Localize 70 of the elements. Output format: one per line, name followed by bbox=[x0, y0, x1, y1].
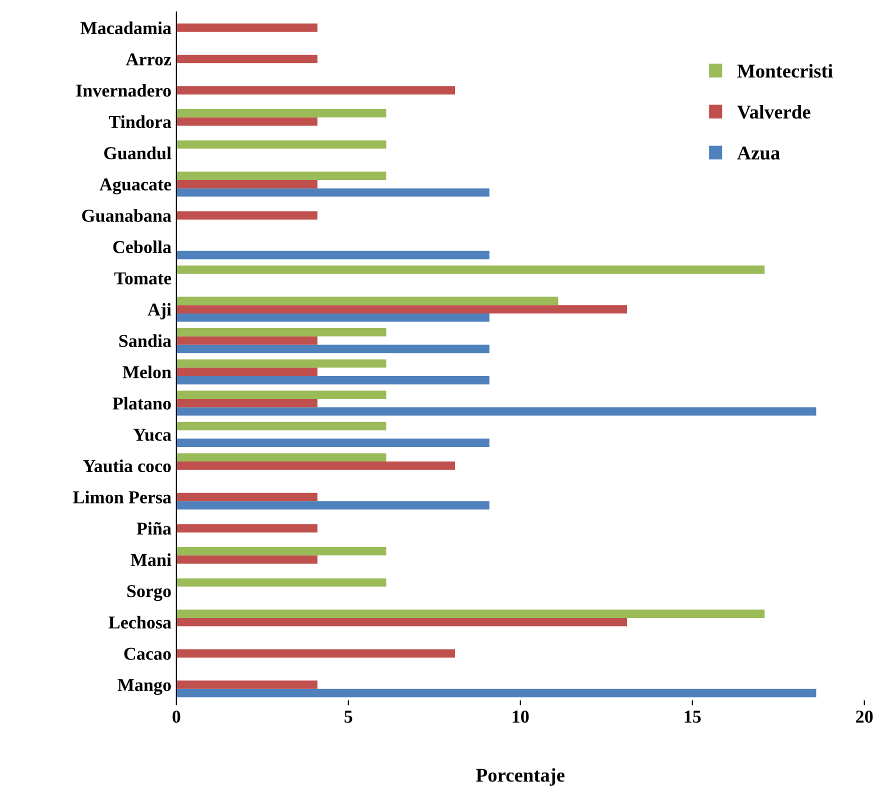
y-tick-label: Aguacate bbox=[100, 178, 172, 194]
y-tick-label: Sandia bbox=[119, 334, 172, 348]
y-tick-label: Limon Persa bbox=[73, 490, 172, 504]
y-tick-label: Cebolla bbox=[113, 240, 172, 254]
y-tick-label: Sorgo bbox=[127, 585, 171, 602]
x-tick-label: 15 bbox=[684, 710, 701, 723]
bar bbox=[176, 547, 386, 556]
bar bbox=[176, 172, 386, 180]
bar bbox=[176, 188, 490, 197]
y-tick-label: Mani bbox=[130, 553, 172, 566]
bar bbox=[176, 336, 318, 345]
y-tick-label: Tindora bbox=[108, 115, 172, 128]
bar bbox=[176, 140, 386, 149]
bar bbox=[176, 368, 318, 376]
bar bbox=[176, 578, 386, 587]
bar bbox=[176, 24, 318, 32]
x-tick-label: 5 bbox=[344, 710, 352, 723]
y-tick-label: Guanabana bbox=[82, 209, 172, 222]
bar bbox=[176, 462, 456, 470]
bar bbox=[176, 407, 816, 416]
bar bbox=[176, 422, 386, 430]
bar bbox=[176, 305, 628, 314]
bar bbox=[176, 180, 318, 188]
bar bbox=[176, 250, 490, 260]
y-tick-label: Platano bbox=[112, 396, 171, 410]
bar bbox=[176, 398, 318, 408]
y-tick-label: Yuca bbox=[133, 428, 172, 441]
y-tick-label: Piña bbox=[136, 522, 172, 535]
legend-label: Azua bbox=[737, 146, 780, 160]
bar bbox=[176, 313, 490, 322]
bar bbox=[176, 501, 490, 510]
bar bbox=[176, 680, 318, 689]
y-tick-label: Aji bbox=[148, 303, 172, 320]
bar bbox=[176, 438, 490, 447]
y-tick-label: Yautia coco bbox=[83, 459, 171, 472]
bar bbox=[176, 211, 318, 220]
x-tick-label: 10 bbox=[512, 710, 529, 723]
bar bbox=[176, 618, 628, 626]
y-tick-label: Invernadero bbox=[76, 84, 171, 97]
bar bbox=[176, 524, 318, 532]
y-tick-label: Cacao bbox=[124, 648, 171, 660]
bar bbox=[176, 390, 386, 399]
bar bbox=[176, 265, 765, 274]
bar bbox=[176, 555, 318, 564]
bar bbox=[176, 117, 318, 126]
legend-label: Valverde bbox=[737, 104, 810, 119]
bar bbox=[176, 109, 386, 118]
y-tick-label: Mango bbox=[118, 679, 171, 695]
y-tick-label: Tomate bbox=[114, 272, 172, 284]
x-axis-title: Porcentaje bbox=[476, 768, 565, 786]
x-tick-label: 0 bbox=[172, 710, 180, 723]
bar bbox=[176, 54, 318, 64]
bar bbox=[176, 610, 765, 618]
bar bbox=[176, 453, 386, 462]
bar bbox=[176, 328, 386, 336]
bar bbox=[176, 359, 386, 368]
y-tick-label: Arroz bbox=[126, 53, 172, 66]
legend-label: Montecristi bbox=[737, 64, 833, 78]
bar bbox=[176, 376, 490, 384]
x-tick-label: 20 bbox=[856, 710, 873, 723]
bar bbox=[176, 86, 456, 94]
bar bbox=[176, 649, 456, 658]
bar bbox=[176, 492, 318, 502]
y-tick-label: Guandul bbox=[104, 146, 172, 160]
bar bbox=[176, 688, 816, 698]
bar bbox=[176, 344, 490, 354]
y-tick-label: Melon bbox=[122, 366, 172, 378]
y-tick-label: Macadamia bbox=[80, 21, 172, 34]
bar bbox=[176, 296, 558, 306]
y-tick-label: Lechosa bbox=[108, 616, 172, 629]
